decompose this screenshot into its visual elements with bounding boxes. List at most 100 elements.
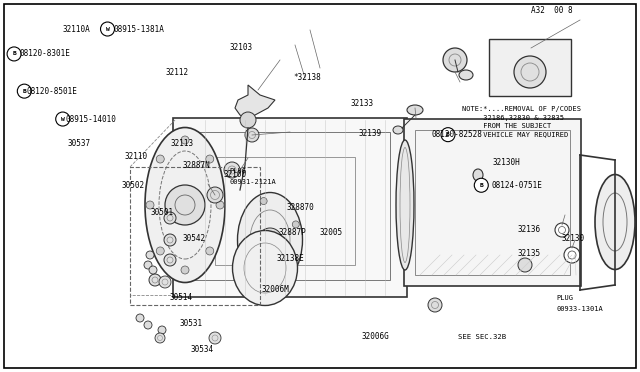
- Bar: [130, 167, 260, 305]
- Circle shape: [216, 201, 224, 209]
- Text: 32130: 32130: [562, 234, 585, 243]
- Circle shape: [56, 112, 70, 126]
- Circle shape: [165, 185, 205, 225]
- Text: 08120-8301E: 08120-8301E: [19, 49, 70, 58]
- Text: 32887N: 32887N: [182, 161, 210, 170]
- Ellipse shape: [396, 140, 414, 270]
- Ellipse shape: [237, 192, 303, 288]
- Circle shape: [136, 314, 144, 322]
- Text: 30542: 30542: [182, 234, 205, 243]
- Text: 32006M: 32006M: [261, 285, 289, 294]
- Text: 32100: 32100: [224, 170, 247, 179]
- Text: 08915-1381A: 08915-1381A: [114, 25, 164, 33]
- Text: 32135: 32135: [517, 249, 540, 258]
- Text: B: B: [22, 89, 26, 94]
- Text: 08915-14010: 08915-14010: [65, 115, 116, 124]
- Circle shape: [144, 261, 152, 269]
- Text: 32006G: 32006G: [362, 332, 389, 341]
- Circle shape: [164, 212, 176, 224]
- Text: 328870: 328870: [286, 203, 314, 212]
- Circle shape: [146, 201, 154, 209]
- Circle shape: [292, 221, 300, 228]
- Text: 30534: 30534: [191, 345, 214, 354]
- Circle shape: [149, 266, 157, 274]
- Circle shape: [443, 48, 467, 72]
- Circle shape: [156, 247, 164, 255]
- Circle shape: [100, 22, 115, 36]
- Ellipse shape: [595, 174, 635, 269]
- Circle shape: [518, 258, 532, 272]
- Text: 30502: 30502: [122, 182, 145, 190]
- FancyBboxPatch shape: [489, 39, 571, 96]
- Circle shape: [564, 247, 580, 263]
- Bar: [415, 130, 570, 275]
- Polygon shape: [235, 85, 275, 120]
- Ellipse shape: [407, 105, 423, 115]
- Circle shape: [181, 136, 189, 144]
- Circle shape: [158, 326, 166, 334]
- Text: *32138: *32138: [293, 73, 321, 82]
- Text: 08120-82528: 08120-82528: [432, 130, 483, 139]
- Text: 30537: 30537: [67, 139, 90, 148]
- Bar: [195, 132, 390, 280]
- Circle shape: [156, 155, 164, 163]
- Circle shape: [240, 112, 256, 128]
- Circle shape: [239, 243, 246, 250]
- Circle shape: [224, 162, 240, 178]
- Circle shape: [205, 155, 214, 163]
- Text: B: B: [479, 183, 483, 188]
- Circle shape: [155, 333, 165, 343]
- Ellipse shape: [393, 126, 403, 134]
- Text: 32113: 32113: [171, 139, 194, 148]
- Text: 32138E: 32138E: [276, 254, 304, 263]
- Text: 32136: 32136: [517, 225, 540, 234]
- Text: 32110: 32110: [125, 152, 148, 161]
- Text: PLUG: PLUG: [229, 168, 246, 174]
- FancyBboxPatch shape: [173, 118, 407, 297]
- Circle shape: [428, 298, 442, 312]
- Text: 00933-1301A: 00933-1301A: [557, 306, 604, 312]
- Ellipse shape: [145, 128, 225, 282]
- Circle shape: [146, 251, 154, 259]
- Text: 00931-2121A: 00931-2121A: [229, 179, 276, 185]
- Circle shape: [149, 274, 161, 286]
- Text: PLUG: PLUG: [557, 295, 574, 301]
- FancyBboxPatch shape: [404, 119, 581, 286]
- Circle shape: [555, 223, 569, 237]
- Circle shape: [258, 228, 282, 252]
- Circle shape: [474, 178, 488, 192]
- Text: B: B: [12, 51, 16, 57]
- Text: W: W: [61, 116, 65, 122]
- Circle shape: [245, 128, 259, 142]
- Circle shape: [514, 56, 546, 88]
- Text: W: W: [106, 26, 109, 32]
- Text: SEE SEC.32B: SEE SEC.32B: [458, 334, 506, 340]
- Text: 32139: 32139: [358, 129, 381, 138]
- Text: 32110A: 32110A: [63, 25, 90, 33]
- Circle shape: [205, 247, 214, 255]
- Text: 30501: 30501: [150, 208, 173, 217]
- Text: 08120-8501E: 08120-8501E: [27, 87, 77, 96]
- Circle shape: [269, 276, 276, 283]
- Circle shape: [164, 254, 176, 266]
- Ellipse shape: [207, 187, 223, 203]
- Ellipse shape: [232, 231, 298, 305]
- Circle shape: [144, 321, 152, 329]
- Text: 32133: 32133: [351, 99, 374, 108]
- Circle shape: [164, 234, 176, 246]
- Circle shape: [260, 198, 267, 205]
- Text: 32005: 32005: [320, 228, 343, 237]
- Circle shape: [17, 84, 31, 98]
- Text: 32130H: 32130H: [493, 158, 520, 167]
- Circle shape: [159, 276, 171, 288]
- Circle shape: [209, 332, 221, 344]
- Circle shape: [441, 128, 455, 142]
- Text: 32103: 32103: [229, 43, 252, 52]
- Text: NOTE:*....REMOVAL OF P/CODES
     32186,32830 & 32835
     FROM THE SUBJECT
    : NOTE:*....REMOVAL OF P/CODES 32186,32830…: [462, 106, 581, 138]
- Text: 30531: 30531: [179, 319, 202, 328]
- Ellipse shape: [459, 70, 473, 80]
- Text: 30514: 30514: [170, 293, 193, 302]
- Text: 32887P: 32887P: [278, 228, 306, 237]
- Bar: [215, 157, 355, 265]
- Circle shape: [7, 47, 21, 61]
